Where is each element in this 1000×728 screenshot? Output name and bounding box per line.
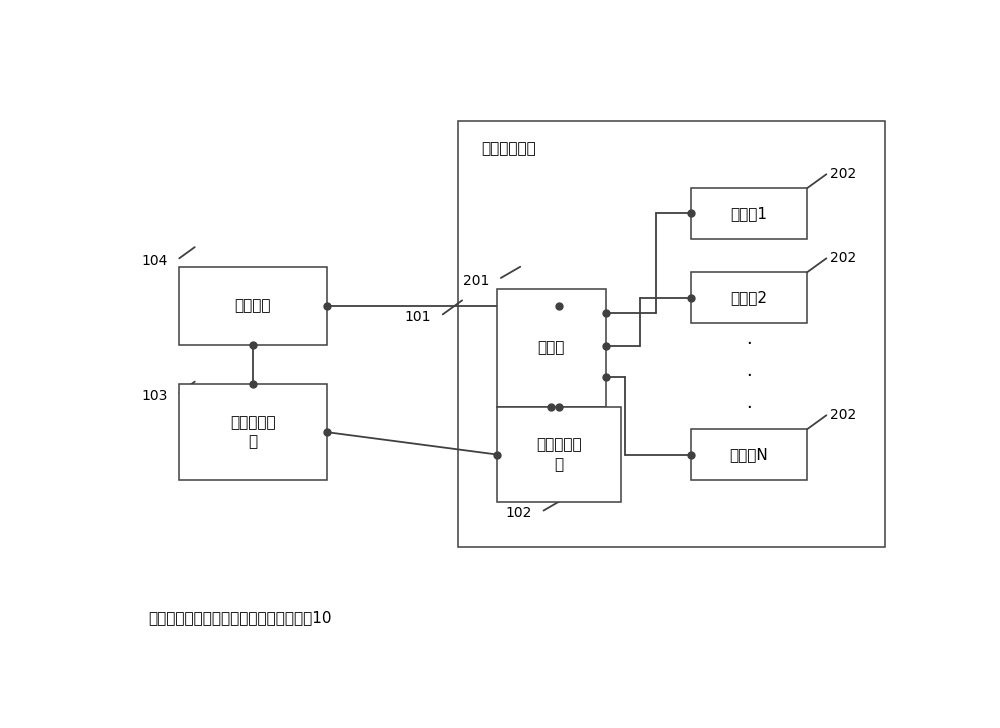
Text: 201: 201 <box>463 274 489 288</box>
Bar <box>179 266 326 345</box>
Text: 数据采集装置: 数据采集装置 <box>482 141 536 157</box>
Text: 202: 202 <box>830 167 856 181</box>
Bar <box>497 407 621 502</box>
Text: 101: 101 <box>405 310 431 324</box>
Bar <box>179 384 326 480</box>
Text: 采集站: 采集站 <box>538 341 565 355</box>
Text: 104: 104 <box>141 254 168 268</box>
Text: 运维终端: 运维终端 <box>235 298 271 314</box>
Text: 传感卨2: 传感卨2 <box>730 290 767 305</box>
Bar <box>691 189 807 239</box>
Text: 202: 202 <box>830 408 856 422</box>
Bar <box>691 430 807 480</box>
Text: 传感器N: 传感器N <box>730 447 768 462</box>
Text: 202: 202 <box>830 251 856 265</box>
Text: 地鐵轴流风机的状态监測与智慧运维系统10: 地鐵轴流风机的状态监測与智慧运维系统10 <box>148 611 332 625</box>
Text: ·
·
·: · · · <box>746 335 752 417</box>
Text: 传感卨1: 传感卨1 <box>730 206 767 221</box>
Bar <box>458 121 885 547</box>
Text: 后台算法中
心: 后台算法中 心 <box>230 415 276 449</box>
Bar <box>497 289 606 407</box>
Text: 全量数据仓
库: 全量数据仓 库 <box>536 437 582 472</box>
Bar <box>691 272 807 323</box>
Text: 102: 102 <box>506 507 532 521</box>
Text: 103: 103 <box>141 389 168 403</box>
